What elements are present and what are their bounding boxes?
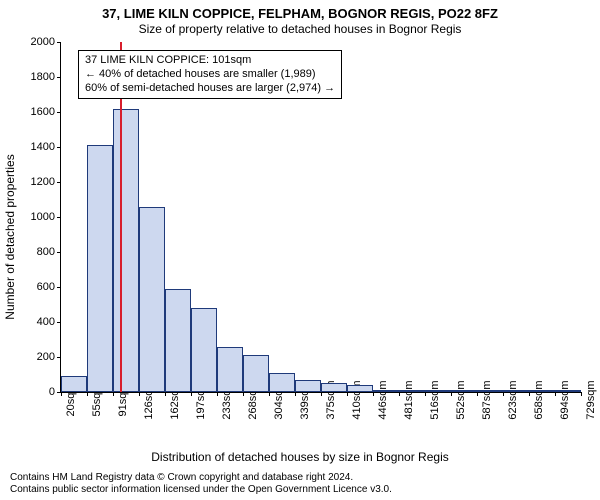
x-tick bbox=[347, 392, 348, 396]
x-tick bbox=[295, 392, 296, 396]
histogram-bar bbox=[321, 383, 347, 392]
annotation-line: 37 LIME KILN COPPICE: 101sqm bbox=[85, 54, 335, 68]
annotation-line: ← 40% of detached houses are smaller (1,… bbox=[85, 68, 335, 82]
x-tick-label: 446sqm bbox=[377, 380, 389, 419]
y-tick bbox=[57, 357, 61, 358]
y-tick bbox=[57, 252, 61, 253]
y-tick bbox=[57, 42, 61, 43]
x-tick-label: 729sqm bbox=[585, 380, 597, 419]
x-axis-label: Distribution of detached houses by size … bbox=[0, 450, 600, 464]
x-tick bbox=[139, 392, 140, 396]
x-tick bbox=[373, 392, 374, 396]
histogram-bar bbox=[191, 308, 217, 392]
histogram-bar bbox=[269, 373, 295, 392]
x-tick bbox=[555, 392, 556, 396]
annotation-box: 37 LIME KILN COPPICE: 101sqm ← 40% of de… bbox=[78, 50, 342, 99]
y-tick bbox=[57, 182, 61, 183]
histogram-bar bbox=[165, 289, 191, 392]
x-tick bbox=[243, 392, 244, 396]
histogram-bar bbox=[529, 390, 555, 392]
chart-title: 37, LIME KILN COPPICE, FELPHAM, BOGNOR R… bbox=[0, 6, 600, 21]
annotation-line: 60% of semi-detached houses are larger (… bbox=[85, 82, 335, 96]
histogram-bar bbox=[61, 376, 87, 392]
footer-line-1: Contains HM Land Registry data © Crown c… bbox=[10, 472, 590, 483]
x-tick bbox=[61, 392, 62, 396]
histogram-bar bbox=[555, 390, 581, 392]
y-tick-label: 600 bbox=[17, 281, 55, 293]
y-tick bbox=[57, 147, 61, 148]
y-tick bbox=[57, 287, 61, 288]
y-tick bbox=[57, 77, 61, 78]
x-tick-label: 694sqm bbox=[559, 380, 571, 419]
chart-subtitle: Size of property relative to detached ho… bbox=[0, 22, 600, 36]
y-tick-label: 1400 bbox=[17, 141, 55, 153]
y-tick-label: 200 bbox=[17, 351, 55, 363]
x-tick bbox=[217, 392, 218, 396]
y-tick bbox=[57, 112, 61, 113]
x-tick bbox=[165, 392, 166, 396]
x-tick bbox=[113, 392, 114, 396]
y-tick-label: 1600 bbox=[17, 106, 55, 118]
y-tick-label: 800 bbox=[17, 246, 55, 258]
x-tick-label: 481sqm bbox=[403, 380, 415, 419]
histogram-bar bbox=[399, 390, 425, 392]
x-tick-label: 658sqm bbox=[533, 380, 545, 419]
y-tick bbox=[57, 322, 61, 323]
x-tick bbox=[191, 392, 192, 396]
x-tick-label: 587sqm bbox=[481, 380, 493, 419]
y-tick-label: 400 bbox=[17, 316, 55, 328]
histogram-bar bbox=[87, 145, 113, 392]
y-tick-label: 0 bbox=[17, 386, 55, 398]
x-tick bbox=[87, 392, 88, 396]
x-tick bbox=[321, 392, 322, 396]
histogram-bar bbox=[113, 109, 139, 393]
y-tick-label: 1000 bbox=[17, 211, 55, 223]
y-tick-label: 1800 bbox=[17, 71, 55, 83]
x-tick bbox=[451, 392, 452, 396]
y-tick-label: 2000 bbox=[17, 36, 55, 48]
x-tick bbox=[529, 392, 530, 396]
histogram-bar bbox=[347, 385, 373, 392]
histogram-bar bbox=[503, 390, 529, 392]
x-tick bbox=[425, 392, 426, 396]
y-tick-label: 1200 bbox=[17, 176, 55, 188]
histogram-bar bbox=[451, 390, 477, 392]
histogram-bar bbox=[425, 390, 451, 392]
y-tick bbox=[57, 217, 61, 218]
x-tick-label: 516sqm bbox=[429, 380, 441, 419]
x-tick-label: 552sqm bbox=[455, 380, 467, 419]
x-tick bbox=[581, 392, 582, 396]
histogram-bar bbox=[477, 390, 503, 392]
footer-line-2: Contains public sector information licen… bbox=[10, 484, 590, 495]
x-tick bbox=[477, 392, 478, 396]
histogram-bar bbox=[217, 347, 243, 393]
x-tick-label: 623sqm bbox=[507, 380, 519, 419]
x-tick bbox=[503, 392, 504, 396]
histogram-bar bbox=[373, 390, 399, 392]
x-tick bbox=[269, 392, 270, 396]
x-tick bbox=[399, 392, 400, 396]
histogram-bar bbox=[295, 380, 321, 392]
y-axis-label: Number of detached properties bbox=[3, 57, 17, 417]
chart-container: 37, LIME KILN COPPICE, FELPHAM, BOGNOR R… bbox=[0, 0, 600, 500]
histogram-bar bbox=[243, 355, 269, 392]
histogram-bar bbox=[139, 207, 165, 393]
